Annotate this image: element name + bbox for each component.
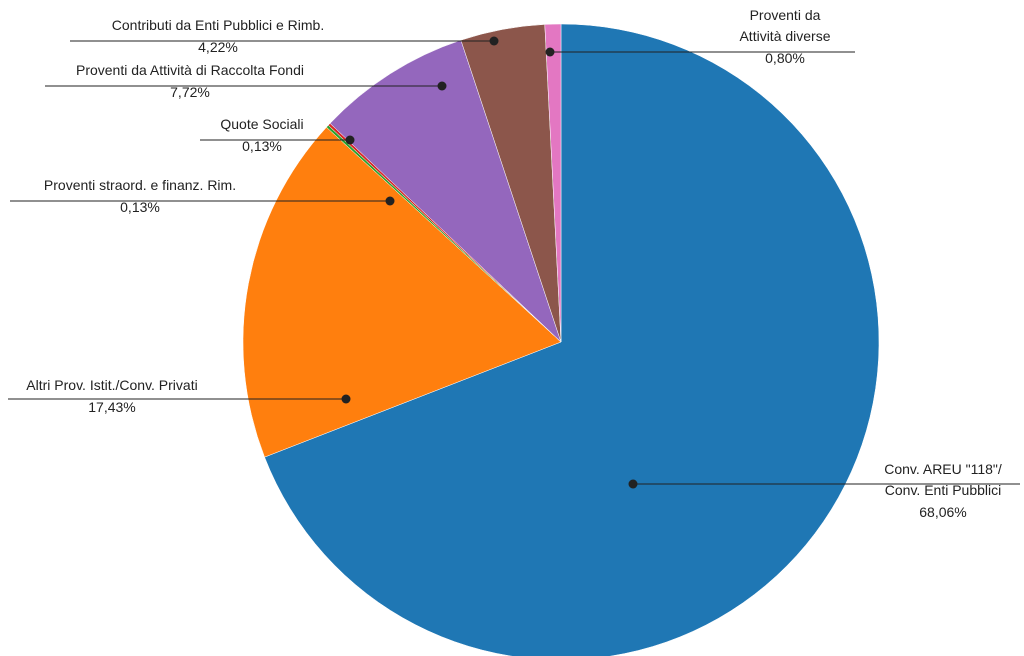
slice-label: Conv. AREU "118"/Conv. Enti Pubblici <box>884 461 1002 498</box>
slice-label: Contributi da Enti Pubblici e Rimb. <box>112 17 324 33</box>
value-label: 4,22% <box>198 39 238 55</box>
pie-slice <box>264 23 880 656</box>
leader-dot <box>545 47 555 57</box>
pie-slice <box>544 23 562 343</box>
slice-label: Proventi da Attività diverse <box>739 7 830 44</box>
leader-dot <box>628 479 638 489</box>
leader-dot <box>489 36 499 46</box>
value-label: 0,80% <box>765 50 805 66</box>
value-label: 0,13% <box>242 138 282 154</box>
slice-label: Quote Sociali <box>220 116 303 132</box>
slice-label: Altri Prov. Istit./Conv. Privati <box>26 377 197 393</box>
leader-dot <box>341 394 351 404</box>
leader-dot <box>345 135 355 145</box>
leader-dot <box>385 196 395 206</box>
slice-label: Proventi da Attività di Raccolta Fondi <box>76 62 304 78</box>
value-label: 0,13% <box>120 199 160 215</box>
value-label: 7,72% <box>170 84 210 100</box>
value-label: 17,43% <box>88 399 135 415</box>
slice-label: Proventi straord. e finanz. Rim. <box>44 177 236 193</box>
leader-dot <box>437 81 447 91</box>
value-label: 68,06% <box>919 504 966 520</box>
pie-slice <box>242 126 562 458</box>
pie-slice <box>329 39 562 343</box>
